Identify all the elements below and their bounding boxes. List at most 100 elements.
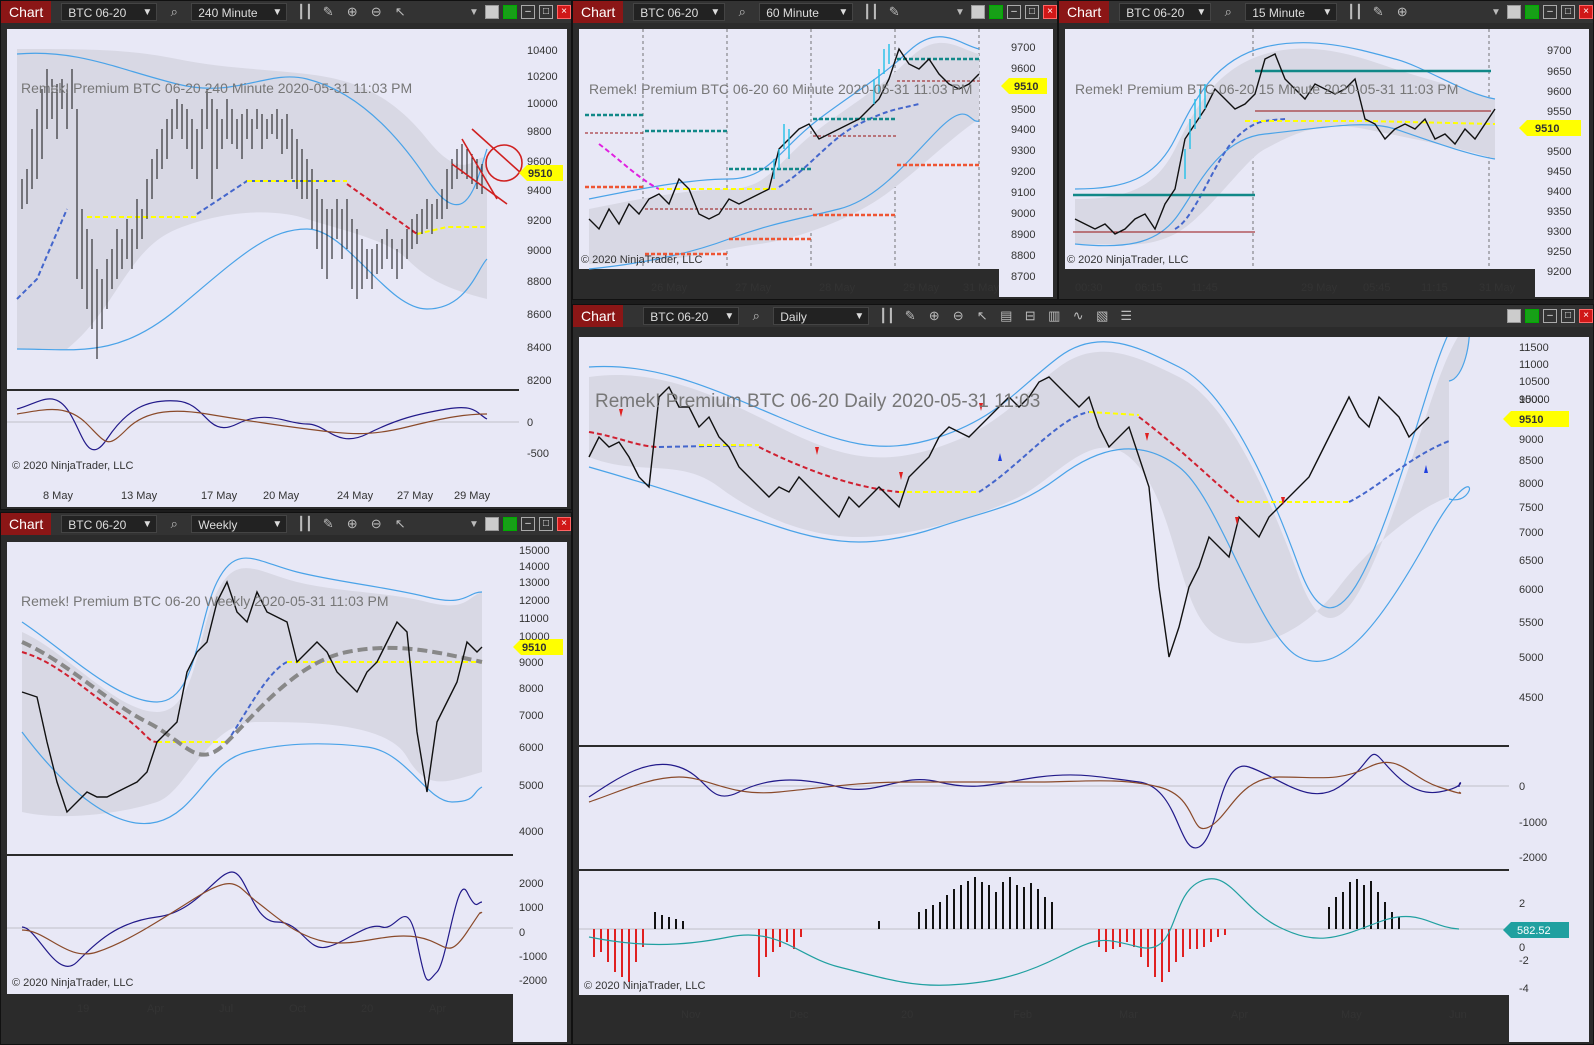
drawing-tool-icon[interactable]: ✎ [888,4,900,19]
instrument-selector[interactable]: BTC 06-20 ▼ [1119,3,1212,21]
instrument-selector[interactable]: BTC 06-20 ▼ [61,3,158,21]
price-axis[interactable]: 10400 10200 10000 9800 9600 9400 9200 90… [527,45,558,460]
link-button[interactable] [485,517,499,531]
pointer-icon[interactable]: ↖ [976,308,988,323]
svg-text:20: 20 [361,1003,373,1015]
zoom-in-icon[interactable]: ⊕ [1396,4,1408,19]
time-axis[interactable]: 19 Apr Jul Oct 20 Apr [77,1003,446,1015]
minimize-button[interactable]: – [521,5,535,19]
zoom-out-icon[interactable]: ⊖ [370,516,382,531]
link-button[interactable] [1507,309,1521,323]
minimize-button[interactable]: – [1543,309,1557,323]
price-chart-weekly[interactable]: Remek! Premium BTC 06-20 Weekly 2020-05-… [7,542,567,1042]
interval-selector[interactable]: 240 Minute ▼ [191,3,288,21]
link-button[interactable] [1507,5,1521,19]
color-link-button[interactable] [1525,5,1539,19]
color-link-button[interactable] [503,5,517,19]
color-link-button[interactable] [1525,309,1539,323]
bar-type-icon[interactable]: ┃┃ [863,4,879,19]
bar-type-icon[interactable]: ┃┃ [1347,4,1363,19]
pointer-icon[interactable]: ↖ [394,4,406,19]
properties-icon[interactable]: ⊟ [1024,308,1036,323]
drawing-tool-icon[interactable]: ✎ [322,4,334,19]
chevron-down-icon[interactable]: ▼ [1491,6,1501,18]
svg-text:7000: 7000 [519,710,543,722]
color-link-button[interactable] [503,517,517,531]
interval-selector[interactable]: Daily ▼ [773,307,870,325]
instrument-value: BTC 06-20 [1126,6,1185,20]
zoom-out-icon[interactable]: ⊖ [370,4,382,19]
svg-text:5500: 5500 [1519,617,1543,629]
chart-menu-button[interactable]: Chart [573,305,624,327]
price-chart-240min[interactable]: Remek! Premium BTC 06-20 240 Minute 2020… [7,29,567,507]
maximize-button[interactable]: □ [539,5,553,19]
close-button[interactable]: × [1579,309,1593,323]
minimize-button[interactable]: – [1007,5,1021,19]
zoom-in-icon[interactable]: ⊕ [346,516,358,531]
bar-type-icon[interactable]: ┃┃ [879,308,895,323]
indicators-icon[interactable]: ∿ [1072,308,1084,323]
instrument-value: BTC 06-20 [68,6,127,20]
price-axis[interactable]: 9700 9600 9500 9400 9300 9200 9100 9000 … [1011,42,1035,283]
chevron-down-icon[interactable]: ▼ [955,6,965,18]
price-chart-15min[interactable]: Remek! Premium BTC 06-20 15 Minute 2020-… [1065,29,1589,297]
time-axis[interactable]: Nov Dec 20 Feb Mar Apr May Jun [681,1009,1467,1021]
zoom-in-icon[interactable]: ⊕ [928,308,940,323]
time-axis[interactable]: 26 May 27 May 28 May 29 May 31 May [651,282,1000,294]
close-button[interactable]: × [557,5,571,19]
close-button[interactable]: × [557,517,571,531]
svg-text:Jun: Jun [1449,1009,1467,1021]
maximize-button[interactable]: □ [1561,5,1575,19]
instrument-selector[interactable]: BTC 06-20 ▼ [61,515,158,533]
close-button[interactable]: × [1579,5,1593,19]
chevron-down-icon[interactable]: ▼ [469,6,479,18]
price-chart-60min[interactable]: Remek! Premium BTC 06-20 60 Minute 2020-… [579,29,1053,297]
data-box-icon[interactable]: ▤ [1000,308,1013,323]
time-axis[interactable]: 00:30 06:15 11:45 29 May 05:45 11:15 31 … [1075,282,1516,294]
chart-menu-button[interactable]: Chart [1,1,52,23]
color-link-button[interactable] [989,5,1003,19]
search-icon[interactable]: ⌕ [752,308,760,323]
zoom-in-icon[interactable]: ⊕ [346,4,358,19]
list-icon[interactable]: ☰ [1120,308,1133,323]
minimize-button[interactable]: – [1543,5,1557,19]
link-button[interactable] [485,5,499,19]
chevron-down-icon: ▼ [272,519,283,530]
svg-text:8 May: 8 May [43,490,73,502]
instrument-selector[interactable]: BTC 06-20 ▼ [643,307,740,325]
chevron-down-icon[interactable]: ▼ [469,518,479,530]
price-chart-daily[interactable]: Remek! Premium BTC 06-20 Daily 2020-05-3… [579,337,1589,1042]
search-icon[interactable]: ⌕ [1224,4,1232,19]
pointer-icon[interactable]: ↖ [394,516,406,531]
price-axis[interactable]: 15000 14000 13000 12000 11000 10000 9000… [519,545,550,987]
templates-icon[interactable]: ▧ [1096,308,1109,323]
price-axis[interactable]: 11500 11000 10500 10000 9500 9000 8500 8… [1519,342,1550,995]
svg-text:9000: 9000 [1519,434,1543,446]
maximize-button[interactable]: □ [1025,5,1039,19]
search-icon[interactable]: ⌕ [170,4,178,19]
interval-selector[interactable]: Weekly ▼ [191,515,288,533]
chart-menu-button[interactable]: Chart [1,513,52,535]
drawing-tool-icon[interactable]: ✎ [904,308,916,323]
interval-selector[interactable]: 15 Minute ▼ [1245,3,1338,21]
close-button[interactable]: × [1043,5,1057,19]
instrument-selector[interactable]: BTC 06-20 ▼ [633,3,726,21]
search-icon[interactable]: ⌕ [738,4,746,19]
chart-menu-button[interactable]: Chart [1059,1,1110,23]
strategies-icon[interactable]: ▥ [1048,308,1061,323]
link-button[interactable] [971,5,985,19]
interval-selector[interactable]: 60 Minute ▼ [759,3,854,21]
drawing-tool-icon[interactable]: ✎ [1372,4,1384,19]
chart-menu-button[interactable]: Chart [573,1,624,23]
time-axis[interactable]: 8 May 13 May 17 May 20 May 24 May 27 May… [43,490,491,502]
search-icon[interactable]: ⌕ [170,516,178,531]
minimize-button[interactable]: – [521,517,535,531]
bar-type-icon[interactable]: ┃┃ [297,516,313,531]
svg-text:9000: 9000 [1011,208,1035,220]
maximize-button[interactable]: □ [539,517,553,531]
price-axis[interactable]: 9700 9650 9600 9550 9500 9450 9400 9350 … [1547,45,1571,278]
drawing-tool-icon[interactable]: ✎ [322,516,334,531]
maximize-button[interactable]: □ [1561,309,1575,323]
bar-type-icon[interactable]: ┃┃ [297,4,313,19]
zoom-out-icon[interactable]: ⊖ [952,308,964,323]
